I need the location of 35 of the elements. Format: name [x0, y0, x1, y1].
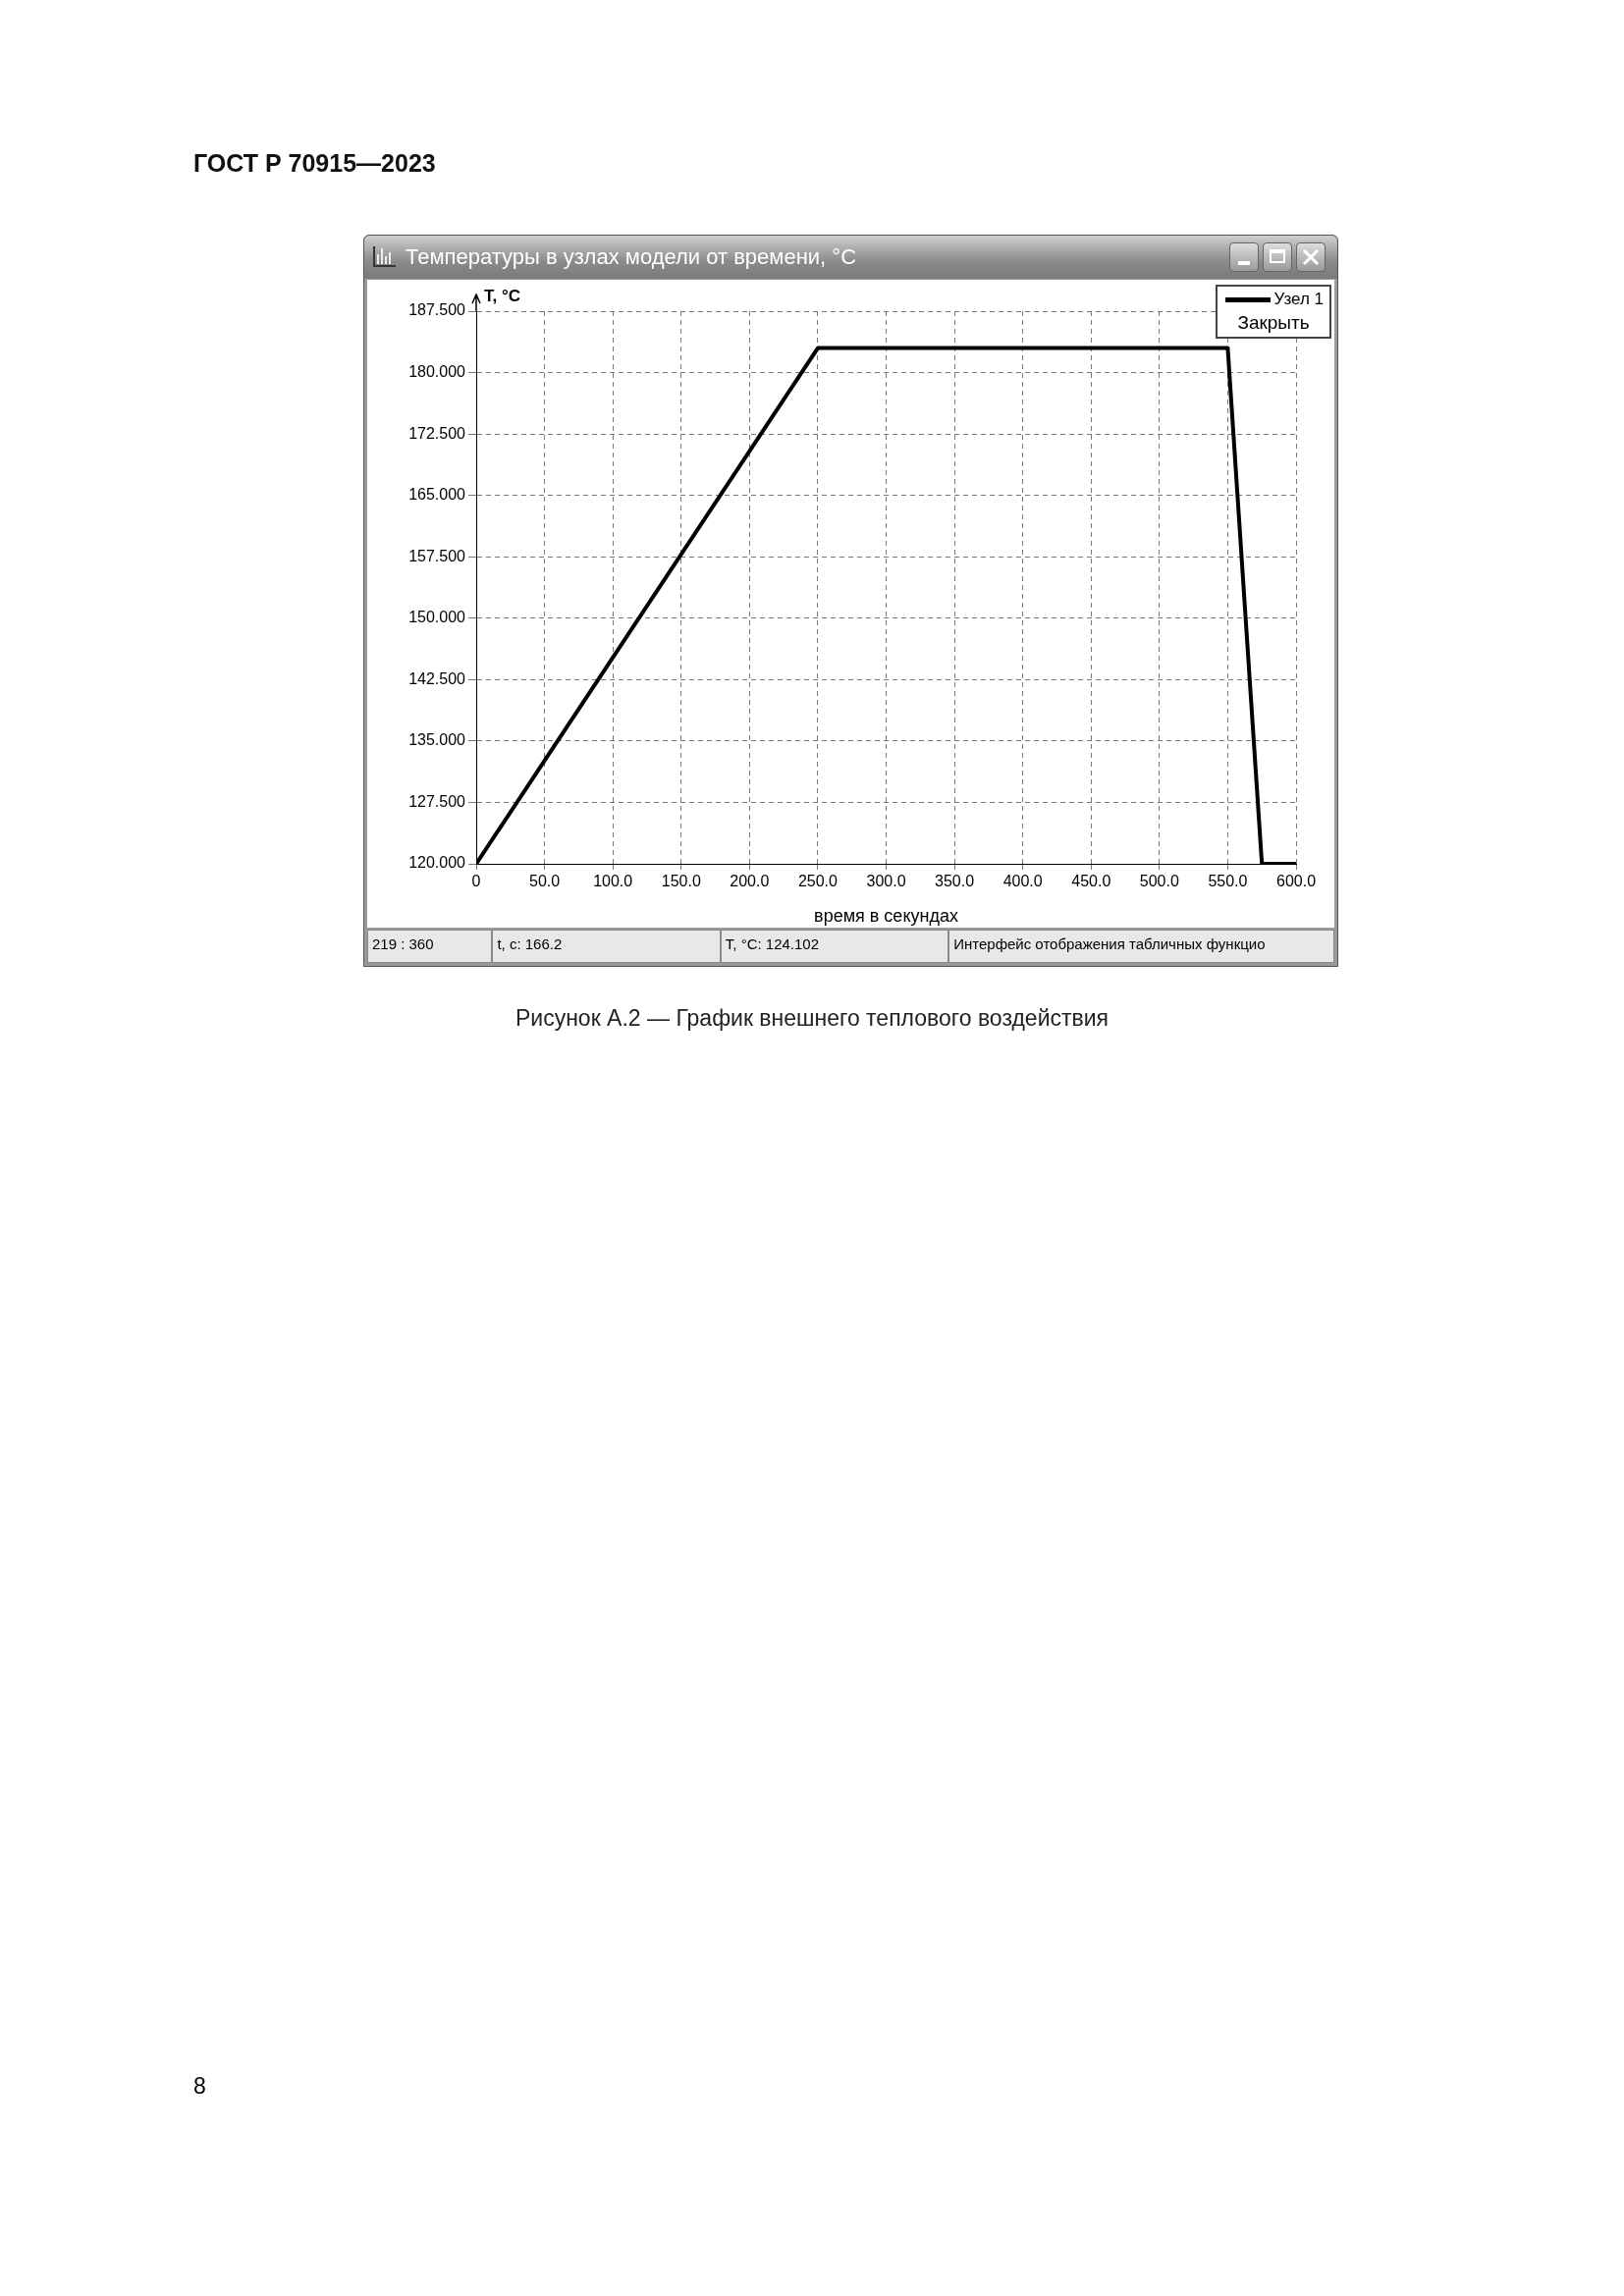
x-tick-label: 200.0 [730, 873, 770, 890]
text: 8 [193, 2073, 206, 2100]
x-tick-label: 50.0 [529, 873, 561, 890]
x-tick-label: 500.0 [1139, 873, 1179, 890]
text: 219 : 360 [367, 930, 493, 963]
x-tick-label: 550.0 [1208, 873, 1248, 890]
x-tick-label: 400.0 [1002, 873, 1043, 890]
annotation: Закрыть [1236, 312, 1311, 334]
y-tick-label: 135.000 [408, 731, 466, 749]
x-tick-label: 450.0 [1071, 873, 1111, 890]
y-tick-label: 180.000 [408, 362, 466, 380]
text: T, °C: 124.102 [720, 930, 949, 963]
x-axis-title: время в секундах [814, 906, 958, 927]
text: t, с: 166.2 [492, 930, 721, 963]
y-tick-label: 172.500 [408, 424, 466, 442]
text: Интерфейс отображения табличных функцио [948, 930, 1334, 963]
x-tick-label: 100.0 [593, 873, 633, 890]
x-tick-label: 0 [471, 873, 481, 890]
y-tick-label: 142.500 [408, 669, 466, 687]
x-tick-label: 250.0 [797, 873, 839, 890]
y-tick-label: 150.000 [408, 609, 466, 626]
y-tick-label: 165.000 [408, 486, 466, 504]
x-tick-label: 600.0 [1275, 873, 1317, 890]
legend-label: Узел 1 [1273, 290, 1324, 309]
text: ГОСТ Р 70915—2023 [193, 149, 436, 178]
y-axis-title: T, °C [484, 287, 521, 306]
text: Рисунок А.2 — График внешнего теплового воздействия [514, 1005, 1110, 1032]
x-tick-label: 150.0 [661, 873, 701, 890]
x-tick-label: 300.0 [866, 873, 906, 890]
chart-title: Температуры в узлах модели от времени, °С [406, 244, 857, 270]
x-tick-label: 350.0 [935, 873, 975, 890]
y-tick-label: 157.500 [408, 547, 466, 564]
y-tick-label: 120.000 [408, 854, 466, 872]
y-tick-label: 187.500 [408, 301, 466, 319]
y-tick-label: 127.500 [408, 792, 466, 810]
